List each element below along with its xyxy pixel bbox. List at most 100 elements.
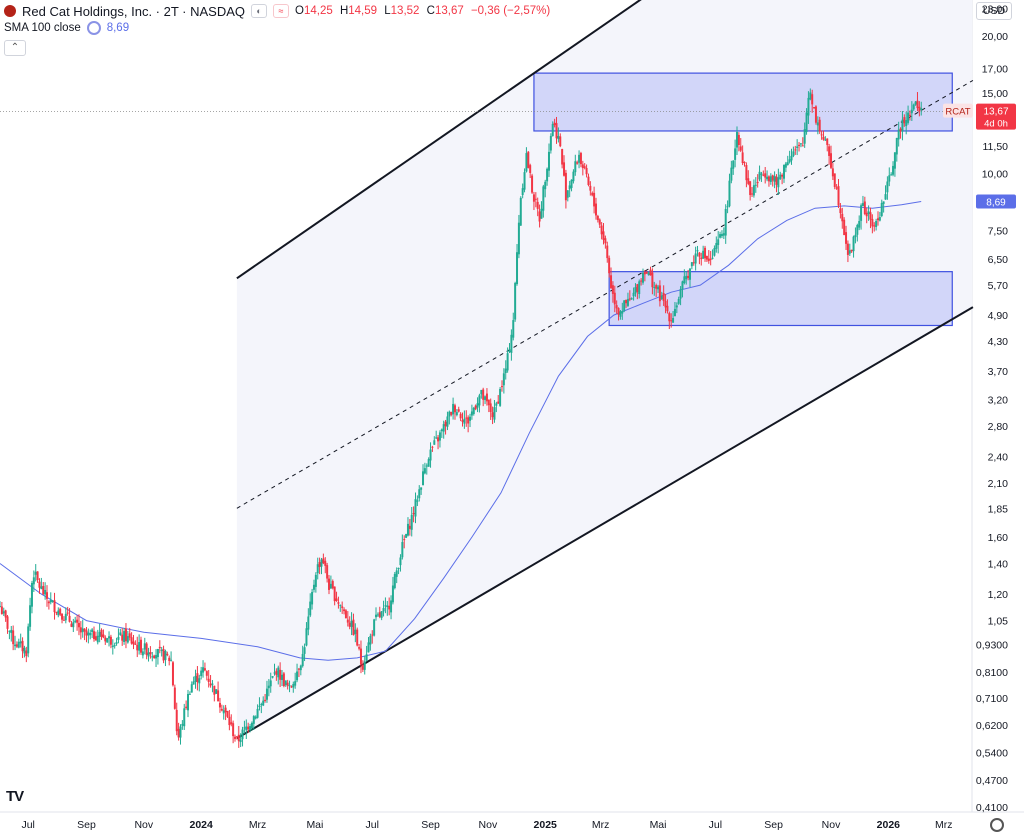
candle-body: [833, 173, 836, 187]
candle-body: [843, 219, 846, 236]
x-tick-label: Jul: [21, 819, 34, 831]
settings-gear-icon[interactable]: [990, 818, 1004, 832]
chart-header: Red Cat Holdings, Inc. · 2T · NASDAQ ◐ ≈…: [4, 2, 554, 20]
candle-body: [343, 609, 346, 612]
y-tick-label: 1,40: [988, 559, 1009, 571]
candle-body: [632, 292, 635, 297]
candle-body: [525, 153, 528, 172]
symbol-title[interactable]: Red Cat Holdings, Inc. · 2T · NASDAQ: [22, 3, 246, 19]
candle-body: [638, 281, 641, 295]
candle-body: [512, 320, 515, 338]
candle-body: [549, 135, 552, 151]
candle-body: [111, 645, 114, 647]
candle-body: [2, 611, 5, 614]
candle-body: [194, 675, 197, 682]
candle-body: [328, 578, 331, 590]
compare-icon[interactable]: ◐: [251, 4, 268, 18]
candle-body: [81, 628, 84, 633]
x-tick-label: Mrz: [249, 819, 267, 831]
candle-body: [544, 181, 547, 190]
candle-body: [841, 213, 844, 222]
candle-body: [168, 657, 171, 661]
collapse-legend-button[interactable]: ⌃: [4, 40, 26, 56]
candle-body: [472, 407, 475, 414]
candle-body: [694, 253, 697, 264]
candle-body: [651, 272, 654, 288]
candle-body: [100, 629, 103, 637]
candle-body: [284, 680, 287, 686]
candle-body: [373, 619, 376, 636]
y-tick-label: 1,05: [988, 616, 1009, 628]
candle-body: [621, 311, 624, 314]
x-tick-label: Sep: [764, 819, 783, 831]
candle-body: [32, 577, 35, 585]
approx-icon[interactable]: ≈: [273, 4, 290, 18]
candle-body: [134, 643, 137, 645]
candle-body: [758, 171, 761, 180]
candle-body: [98, 631, 101, 637]
candle-body: [435, 437, 438, 439]
candle-body: [764, 173, 767, 178]
candle-body: [551, 123, 554, 137]
candle-body: [514, 282, 517, 320]
candle-body: [470, 411, 473, 416]
candle-body: [66, 612, 69, 614]
candle-body: [704, 247, 707, 259]
candle-body: [170, 659, 173, 661]
candle-body: [747, 178, 750, 184]
channel-upper-line: [236, 0, 642, 280]
candle-body: [606, 245, 609, 259]
candle-body: [856, 225, 859, 235]
candle-body: [358, 647, 361, 649]
candle-body: [463, 418, 466, 424]
candle-body: [886, 181, 889, 193]
candle-body: [91, 629, 94, 633]
candle-body: [51, 600, 54, 603]
candle-body: [700, 257, 703, 260]
candle-body: [773, 175, 776, 182]
candle-body: [410, 514, 413, 530]
candle-body: [438, 432, 441, 441]
candle-body: [62, 619, 65, 621]
candle-body: [348, 622, 351, 627]
candle-body: [720, 234, 723, 237]
candle-body: [790, 155, 793, 161]
candle-body: [820, 134, 823, 136]
candle-body: [115, 642, 118, 644]
candle-body: [265, 688, 268, 700]
candle-body: [608, 257, 611, 274]
candle-body: [264, 699, 267, 701]
candle-body: [230, 722, 233, 725]
indicator-settings-icon[interactable]: [86, 21, 101, 35]
candle-body: [153, 655, 156, 659]
candle-body: [119, 632, 122, 636]
candle-body: [44, 589, 47, 595]
candle-body: [393, 573, 396, 589]
candle-body: [155, 655, 158, 659]
candle-body: [634, 287, 637, 294]
candle-body: [74, 620, 77, 623]
candle-body: [779, 174, 782, 179]
x-tick-label: 2024: [189, 819, 213, 831]
indicator-legend[interactable]: SMA 100 close 8,69: [4, 21, 129, 35]
candle-body: [572, 171, 575, 182]
candle-body: [177, 728, 180, 738]
candle-body: [564, 172, 567, 201]
currency-selector[interactable]: USD: [976, 2, 1012, 20]
candle-body: [813, 107, 816, 109]
candle-body: [741, 152, 744, 164]
zone-rect-1: [533, 72, 953, 132]
ticker-tag-bg: [943, 103, 973, 118]
candle-body: [672, 318, 675, 323]
candle-body: [835, 187, 838, 189]
candle-body: [158, 646, 161, 649]
candle-body: [179, 726, 182, 738]
candle-body: [254, 716, 257, 719]
tradingview-logo-icon: TV: [6, 788, 24, 805]
candle-body: [640, 280, 643, 282]
candle-body: [121, 634, 124, 641]
candle-body: [882, 201, 885, 204]
candle-body: [626, 299, 629, 306]
candle-body: [769, 176, 772, 182]
